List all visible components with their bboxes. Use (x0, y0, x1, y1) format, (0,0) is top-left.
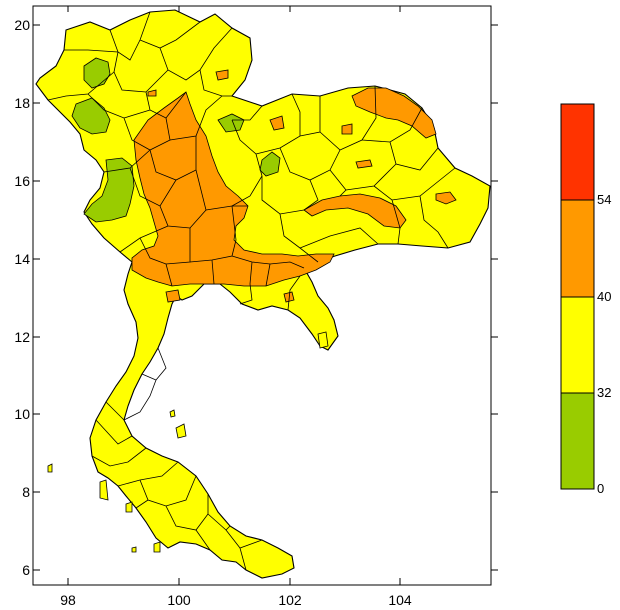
legend-band (561, 104, 594, 200)
zone-green (71, 57, 281, 223)
y-tick-label: 20 (14, 17, 30, 33)
legend-label: 0 (597, 481, 604, 496)
legend-band (561, 297, 594, 393)
islands (47, 331, 329, 553)
y-tick-label: 6 (22, 562, 30, 578)
y-tick-label: 14 (14, 251, 30, 267)
y-tick-label: 10 (14, 406, 30, 422)
y-tick-label: 18 (14, 95, 30, 111)
y-axis: 20 18 16 14 12 10 8 6 (14, 17, 498, 578)
zone-orange (131, 69, 457, 303)
legend-band (561, 200, 594, 297)
legend-band (561, 393, 594, 489)
legend-label: 40 (597, 289, 611, 304)
legend-label: 32 (597, 385, 611, 400)
x-tick-label: 100 (167, 592, 191, 608)
x-axis: 98 100 102 104 (60, 6, 412, 608)
x-tick-label: 104 (388, 592, 412, 608)
color-legend: 0 32 40 54 (560, 103, 611, 496)
y-tick-label: 16 (14, 173, 30, 189)
y-tick-label: 8 (22, 484, 30, 500)
y-tick-label: 12 (14, 329, 30, 345)
province-borders (47, 11, 456, 571)
legend-label: 54 (597, 192, 611, 207)
x-tick-label: 98 (60, 592, 76, 608)
x-tick-label: 102 (278, 592, 302, 608)
